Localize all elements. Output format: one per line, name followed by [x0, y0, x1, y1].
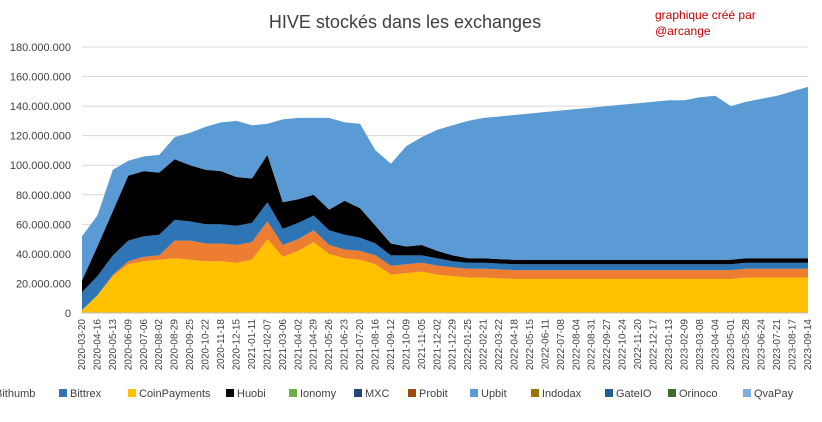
chart-title: HIVE stockés dans les exchanges — [269, 12, 541, 32]
credit-annotation-line-2: @arcange — [655, 24, 711, 38]
x-tick-label: 2022-09-27 — [602, 319, 613, 371]
x-tick-label: 2023-06-24 — [757, 319, 768, 371]
y-tick-label: 140.000.000 — [10, 101, 71, 113]
legend-swatch-indodax — [531, 389, 539, 397]
y-tick-label: 160.000.000 — [10, 72, 71, 84]
legend-label-ionomy: Ionomy — [300, 388, 337, 400]
legend-label-mxc: MXC — [365, 388, 390, 400]
x-tick-label: 2021-06-23 — [340, 319, 351, 371]
legend-label-coinpayments: CoinPayments — [139, 388, 211, 400]
x-tick-label: 2022-04-18 — [510, 319, 521, 371]
x-tick-label: 2022-11-20 — [633, 319, 644, 370]
y-tick-label: 100.000.000 — [10, 160, 71, 172]
y-axis-tick-labels: 0 20.000.000 40.000.000 60.000.000 80.000.00… — [10, 42, 71, 320]
x-tick-label: 2022-08-04 — [571, 319, 582, 371]
x-tick-label: 2022-07-08 — [556, 319, 567, 371]
x-tick-label: 2023-04-04 — [710, 319, 721, 371]
legend-swatch-upbit — [470, 389, 478, 397]
legend-swatch-gateio — [605, 389, 613, 397]
x-tick-label: 2020-10-22 — [201, 319, 212, 371]
legend-swatch-coinpayments — [128, 389, 136, 397]
x-tick-label: 2020-12-15 — [231, 319, 242, 371]
x-tick-label: 2021-02-07 — [262, 319, 273, 371]
x-tick-label: 2020-08-29 — [170, 319, 181, 371]
credit-annotation-line-1: graphique créé par — [655, 8, 756, 22]
legend-label-qvapay: QvaPay — [754, 388, 794, 400]
x-tick-label: 2020-08-02 — [154, 319, 165, 371]
y-tick-label: 60.000.000 — [16, 219, 71, 231]
x-tick-label: 2021-09-12 — [386, 319, 397, 371]
y-tick-label: 180.000.000 — [10, 42, 71, 54]
legend-swatch-huobi — [226, 389, 234, 397]
x-tick-label: 2020-05-13 — [108, 319, 119, 371]
x-tick-label: 2020-07-06 — [139, 319, 150, 371]
y-tick-label: 20.000.000 — [16, 278, 71, 290]
x-tick-label: 2023-03-08 — [695, 319, 706, 371]
legend-swatch-bittrex — [59, 389, 67, 397]
x-tick-label: 2020-03-20 — [77, 319, 88, 371]
area-binance — [82, 239, 808, 313]
legend-label-indodax: Indodax — [542, 388, 582, 400]
y-tick-label: 120.000.000 — [10, 131, 71, 143]
x-tick-label: 2022-03-22 — [494, 319, 505, 371]
legend-label-upbit: Upbit — [481, 388, 507, 400]
x-tick-label: 2023-05-01 — [726, 319, 737, 371]
x-tick-label: 2022-01-25 — [463, 319, 474, 371]
legend: BinanceBithumbBittrexCoinPaymentsHuobiIo… — [0, 388, 794, 400]
x-tick-label: 2022-08-31 — [587, 319, 598, 371]
x-tick-label: 2022-02-21 — [479, 319, 490, 371]
legend-swatch-qvapay — [743, 389, 751, 397]
x-tick-label: 2023-05-28 — [741, 319, 752, 371]
x-tick-label: 2022-06-11 — [540, 319, 551, 370]
y-tick-label: 80.000.000 — [16, 190, 71, 202]
area-series-group — [82, 86, 808, 313]
x-tick-label: 2021-01-11 — [247, 319, 258, 370]
legend-label-huobi: Huobi — [237, 388, 266, 400]
x-tick-label: 2021-11-05 — [417, 319, 428, 370]
x-tick-label: 2023-02-09 — [679, 319, 690, 371]
legend-label-orinoco: Orinoco — [679, 388, 718, 400]
area-huobi — [82, 154, 808, 293]
x-tick-label: 2020-11-18 — [216, 319, 227, 370]
y-tick-label: 40.000.000 — [16, 249, 71, 261]
legend-label-probit: Probit — [419, 388, 448, 400]
x-tick-label: 2022-12-17 — [649, 319, 660, 371]
x-tick-label: 2023-07-21 — [772, 319, 783, 371]
x-tick-label: 2022-10-24 — [618, 319, 629, 371]
x-axis-tick-labels: 2020-03-20 2020-04-16 2020-05-13 2020-06-09… — [77, 319, 814, 371]
x-tick-label: 2021-10-09 — [401, 319, 412, 371]
legend-swatch-mxc — [354, 389, 362, 397]
x-tick-label: 2021-04-29 — [309, 319, 320, 371]
legend-label-bittrex: Bittrex — [70, 388, 102, 400]
y-tick-label: 0 — [65, 308, 71, 320]
legend-swatch-probit — [408, 389, 416, 397]
legend-swatch-orinoco — [668, 389, 676, 397]
x-tick-label: 2021-12-29 — [448, 319, 459, 371]
area-bithumb — [82, 221, 808, 310]
x-tick-label: 2022-05-15 — [525, 319, 536, 371]
x-tick-label: 2021-04-02 — [293, 319, 304, 371]
legend-label-gateio: GateIO — [616, 388, 652, 400]
x-tick-label: 2021-07-20 — [355, 319, 366, 371]
x-tick-label: 2021-08-16 — [370, 319, 381, 371]
x-tick-label: 2020-04-16 — [92, 319, 103, 371]
x-tick-label: 2020-09-25 — [185, 319, 196, 371]
x-tick-label: 2021-05-26 — [324, 319, 335, 371]
area-upbit — [82, 86, 808, 281]
x-tick-label: 2023-09-14 — [803, 319, 814, 371]
legend-swatch-ionomy — [289, 389, 297, 397]
x-tick-label: 2020-06-09 — [123, 319, 134, 371]
x-tick-label: 2023-08-17 — [788, 319, 799, 371]
x-tick-label: 2021-12-02 — [432, 319, 443, 371]
x-tick-label: 2023-01-13 — [664, 319, 675, 371]
x-tick-label: 2021-03-06 — [278, 319, 289, 371]
legend-label-bithumb: Bithumb — [0, 388, 35, 400]
